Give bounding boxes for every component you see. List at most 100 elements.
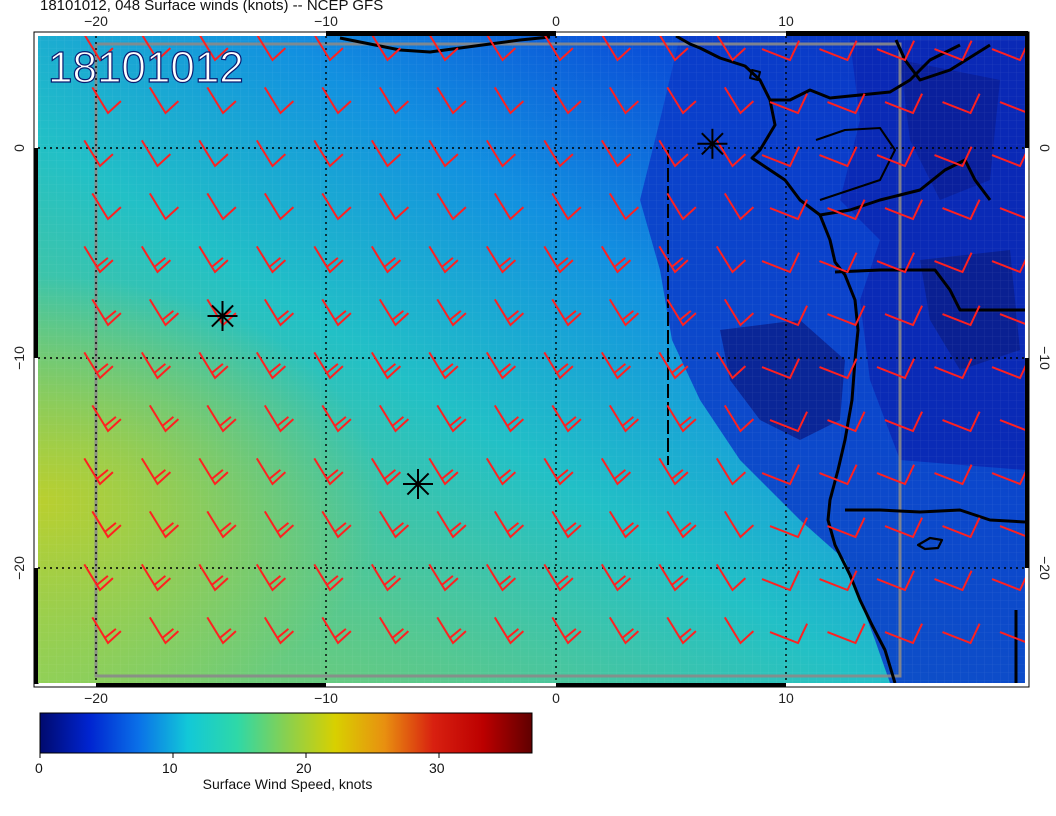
wind-barb	[493, 404, 525, 433]
wind-barb	[716, 36, 747, 62]
wind-barb	[436, 404, 467, 433]
wind-barb	[769, 305, 809, 327]
colorbar-tick-label: 20	[296, 760, 312, 776]
wind-barb	[148, 404, 180, 433]
wind-barb	[827, 305, 866, 327]
wind-barb	[715, 457, 747, 486]
wind-barb	[436, 298, 467, 327]
wind-barb	[543, 457, 574, 486]
wind-barb	[140, 139, 172, 168]
wind-barb	[140, 563, 172, 592]
colorbar-tick-label: 10	[162, 760, 178, 776]
colorbar	[39, 712, 533, 758]
wind-barb	[91, 192, 122, 221]
wind-barb	[934, 40, 973, 62]
graticule	[38, 36, 1025, 683]
wind-barb	[314, 36, 344, 62]
wind-barb	[600, 563, 632, 592]
wind-barb	[884, 411, 924, 433]
wind-barb	[493, 298, 525, 327]
wind-barb	[608, 510, 640, 539]
wind-barb	[485, 457, 517, 486]
wind-barb	[485, 563, 517, 592]
wind-barb	[819, 464, 858, 486]
wind-barb	[827, 517, 866, 539]
wind-barb	[934, 146, 973, 168]
wind-barb	[428, 457, 459, 486]
lon-tick-label: 0	[552, 690, 560, 706]
lon-tick-label: −10	[314, 690, 338, 706]
wind-barb	[666, 86, 697, 115]
wind-barb	[263, 298, 295, 327]
wind-barb	[827, 623, 866, 645]
wind-barb	[198, 457, 229, 486]
wind-barb	[263, 616, 295, 645]
wind-barb	[543, 563, 574, 592]
wind-barb	[255, 351, 287, 380]
wind-barb	[819, 252, 858, 274]
wind-barb	[715, 139, 747, 168]
wind-barb	[206, 192, 237, 221]
wind-barb	[255, 245, 287, 274]
wind-barb	[486, 36, 517, 62]
wind-barb	[658, 139, 689, 168]
wind-barb	[600, 457, 632, 486]
wind-barb	[715, 245, 747, 274]
wind-barb	[600, 351, 632, 380]
wind-barb	[378, 192, 410, 221]
wind-barb	[370, 563, 402, 592]
wind-barb	[551, 86, 582, 115]
wind-barb	[371, 36, 402, 62]
colorbar-title: Surface Wind Speed, knots	[202, 776, 373, 792]
wind-barb	[991, 259, 1025, 274]
wind-barb	[198, 139, 229, 168]
wind-barb	[769, 199, 809, 221]
wind-barb	[551, 616, 582, 645]
wind-barb	[723, 298, 755, 327]
wind-speed-field	[38, 36, 1025, 683]
wind-barb	[723, 616, 755, 645]
wind-barb	[198, 563, 229, 592]
wind-barb	[876, 358, 916, 380]
wind-barb	[658, 563, 689, 592]
wind-barb	[658, 351, 689, 380]
colorbar-tick-label: 30	[429, 760, 445, 776]
coastline	[339, 36, 1025, 683]
lat-tick-label: 0	[1037, 144, 1053, 152]
wind-barb	[666, 616, 697, 645]
wind-barb	[761, 146, 801, 168]
wind-barb	[198, 245, 229, 274]
wind-barb	[493, 510, 525, 539]
wind-barb	[199, 36, 229, 62]
location-markers	[207, 128, 728, 499]
wind-barb	[769, 623, 809, 645]
wind-barb	[378, 404, 410, 433]
wind-barb	[827, 199, 866, 221]
lat-tick-label: −10	[1037, 346, 1053, 370]
wind-barb	[819, 358, 858, 380]
wind-barb	[723, 404, 755, 433]
lon-tick-label: −10	[314, 13, 338, 29]
wind-barb	[543, 139, 574, 168]
wind-barb	[148, 86, 180, 115]
wind-barb	[999, 313, 1025, 325]
wind-barb	[313, 351, 344, 380]
wind-barb	[658, 457, 689, 486]
wind-barb	[608, 404, 640, 433]
lat-tick-label: −20	[11, 556, 27, 580]
wind-barb	[876, 570, 916, 592]
wind-barb	[761, 358, 801, 380]
wind-barb	[436, 616, 467, 645]
wind-barb	[769, 411, 809, 433]
wind-barb	[544, 36, 574, 62]
wind-barb	[769, 93, 809, 115]
wind-barb	[84, 36, 114, 62]
wind-barb	[321, 510, 352, 539]
wind-barb	[313, 245, 344, 274]
wind-barb	[313, 139, 344, 168]
wind-barb	[493, 616, 525, 645]
wind-barb	[255, 457, 287, 486]
wind-barb	[91, 616, 122, 645]
wind-barb	[140, 457, 172, 486]
wind-barb	[256, 36, 287, 62]
